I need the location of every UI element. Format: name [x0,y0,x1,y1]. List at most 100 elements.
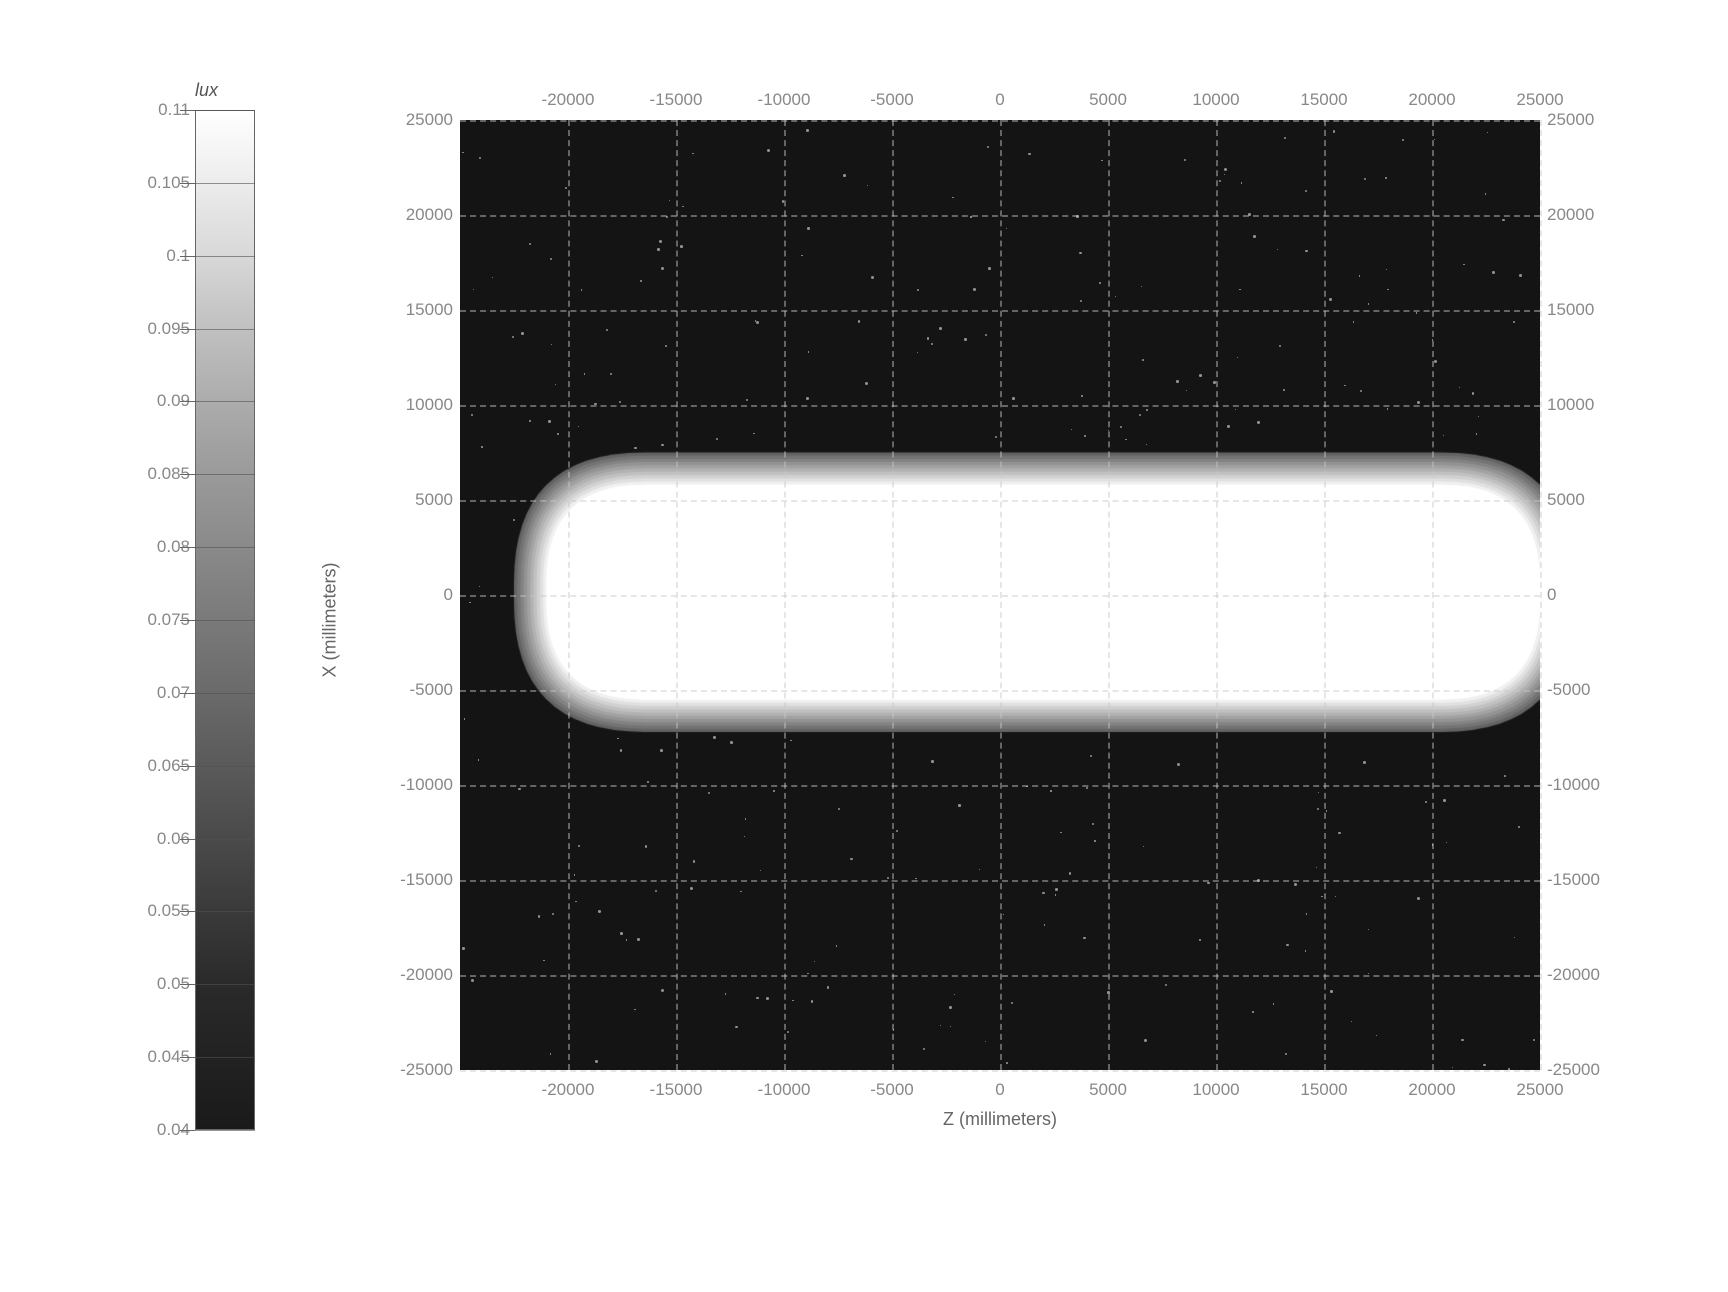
colorbar-divider [195,911,255,912]
grid-line-horizontal [460,975,1540,977]
noise-speckle [647,781,649,783]
y-tick-label-left: -10000 [388,775,453,795]
colorbar-tick-mark [180,256,195,257]
noise-speckle [1446,842,1447,843]
noise-speckle [1387,408,1388,409]
noise-speckle [838,808,840,810]
grid-line-horizontal [460,595,1540,597]
noise-speckle [887,877,889,879]
noise-speckle [1502,219,1504,221]
noise-speckle [1257,879,1260,882]
x-tick-label-bottom: 25000 [1516,1080,1563,1100]
grid-line-horizontal [460,785,1540,787]
x-tick-label-bottom: -20000 [542,1080,595,1100]
x-tick-label-top: 0 [995,90,1004,110]
noise-speckle [1248,213,1251,216]
noise-speckle [716,438,718,440]
noise-speckle [1476,433,1478,435]
noise-speckle [481,446,482,447]
noise-speckle [931,760,934,763]
noise-speckle [1176,380,1179,383]
y-tick-label-left: 25000 [388,110,453,130]
noise-speckle [1224,174,1225,175]
noise-speckle [578,426,579,427]
noise-speckle [753,433,755,435]
noise-speckle [1107,991,1110,994]
y-tick-label-left: 20000 [388,205,453,225]
grid-line-horizontal [460,405,1540,407]
noise-speckle [1253,235,1256,238]
noise-speckle [1385,177,1387,179]
noise-speckle [584,373,585,374]
noise-speckle [1060,832,1061,833]
noise-speckle [1330,990,1332,992]
noise-speckle [594,403,596,405]
colorbar-tick-mark [180,329,195,330]
noise-speckle [661,444,664,447]
noise-speckle [1143,846,1144,847]
colorbar-divider [195,1057,255,1058]
noise-speckle [1199,939,1201,941]
colorbar-tick-mark [180,620,195,621]
noise-speckle [637,938,640,941]
noise-speckle [1508,1068,1511,1071]
noise-speckle [1079,252,1081,254]
noise-speckle [693,860,695,862]
grid-line-horizontal [460,310,1540,312]
grid-line-horizontal [460,1070,1540,1072]
noise-speckle [1363,761,1366,764]
noise-speckle [1092,823,1094,825]
x-tick-label-bottom: -15000 [650,1080,703,1100]
x-tick-label-bottom: 20000 [1408,1080,1455,1100]
colorbar-divider [195,766,255,767]
noise-speckle [1540,1053,1541,1054]
x-tick-label-bottom: 15000 [1300,1080,1347,1100]
y-tick-label-left: -5000 [388,680,453,700]
colorbar-divider [195,547,255,548]
noise-speckle [620,932,623,935]
noise-speckle [1239,289,1240,290]
noise-speckle [970,216,971,217]
colorbar-tick-mark [180,1130,195,1131]
noise-speckle [1055,894,1056,895]
noise-speckle [1257,421,1259,423]
x-tick-label-bottom: -5000 [870,1080,913,1100]
y-tick-label-left: -20000 [388,965,453,985]
colorbar-tick-mark [180,401,195,402]
colorbar-tick-mark [180,1057,195,1058]
noise-speckle [807,973,808,974]
noise-speckle [787,1031,789,1033]
colorbar-tick-mark [180,693,195,694]
colorbar-divider [195,984,255,985]
noise-speckle [1329,298,1331,300]
colorbar-divider [195,620,255,621]
y-tick-label-left: -15000 [388,870,453,890]
grid-line-horizontal [460,120,1540,122]
noise-speckle [548,420,551,423]
colorbar-tick-mark [180,547,195,548]
noise-speckle [1286,944,1288,946]
noise-speckle [964,338,966,340]
colorbar-tick-mark [180,183,195,184]
colorbar-divider [195,474,255,475]
grid-line-horizontal [460,690,1540,692]
y-tick-label-right: -15000 [1547,870,1612,890]
noise-speckle [1144,1039,1147,1042]
colorbar-title: lux [195,80,218,101]
y-tick-label-left: 15000 [388,300,453,320]
x-tick-label-bottom: 10000 [1192,1080,1239,1100]
noise-speckle [1321,896,1323,898]
noise-speckle [1207,882,1210,885]
noise-speckle [1518,826,1520,828]
colorbar-tick-mark [180,766,195,767]
noise-speckle [806,129,809,132]
noise-speckle [659,240,662,243]
noise-speckle [645,845,647,847]
noise-speckle [462,947,465,950]
noise-speckle [1120,426,1122,428]
x-tick-label-bottom: 5000 [1089,1080,1127,1100]
y-tick-label-left: 0 [388,585,453,605]
noise-speckle [773,790,775,792]
noise-speckle [471,979,474,982]
noise-speckle [1084,435,1086,437]
